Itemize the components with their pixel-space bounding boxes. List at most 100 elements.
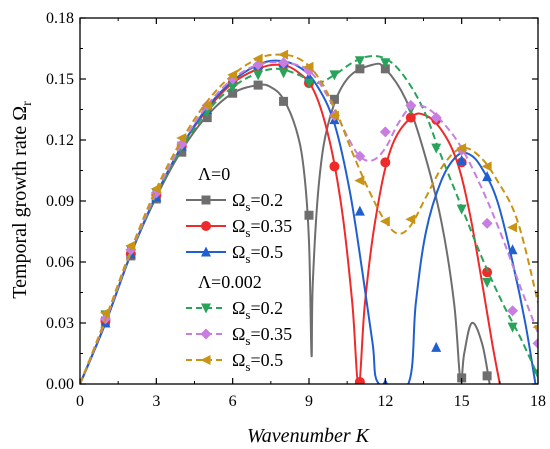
legend-label: Ωs=0.5 [232,242,283,266]
series-point [202,113,212,123]
legend-label-subscript: s [245,225,250,240]
legend-group-title: Λ=0 [198,164,230,184]
legend-group-title: Λ=0.002 [198,272,262,292]
x-tick-label: 0 [76,393,84,410]
series-group [80,49,538,384]
y-axis-title-sub: r [20,101,35,106]
series-point [329,161,340,172]
series-point [252,59,264,71]
series-point [304,210,314,220]
series-point [456,143,467,154]
legend-label-subscript: s [245,251,250,266]
legend-swatch-marker [201,221,211,231]
series-point [482,267,493,278]
series-point [456,204,467,215]
series-point [431,341,442,352]
series-point [532,337,538,349]
series-point [482,371,492,381]
legend-label: Ωs=0.35 [232,324,292,348]
series-point [405,112,416,123]
series-point [328,110,339,121]
legend-label-value: =0.5 [250,350,283,370]
legend-label: Ωs=0.2 [232,298,283,322]
x-tick-label: 12 [377,393,393,410]
plot-area: 0 3 6 9 12 15 18 0.00 0.03 0.06 0.09 0.12 0.15 0.18 Λ=… [46,10,546,410]
legend-item: Ωs=0.35 [186,216,292,240]
series-point [355,64,365,74]
legend-label-symbol: Ω [232,242,245,262]
series-line [80,62,491,384]
series-point [405,214,416,225]
legend-swatch-marker [200,355,211,365]
series-point [456,154,467,165]
series-point [177,147,187,157]
series-point [227,69,238,80]
series-point [329,70,340,81]
series-point [99,307,110,318]
series-point [354,150,366,162]
legend-item: Ωs=0.5 [186,350,283,374]
series-point [279,96,289,106]
legend-label-subscript: s [245,333,250,348]
legend-item: Ωs=0.2 [186,190,283,214]
series-point [253,80,263,90]
series-point [481,161,492,172]
series-point [253,70,264,81]
y-axis-title: Temporal growth rate Ωr [9,101,35,299]
series-point [380,157,391,168]
series-point [228,88,238,98]
legend-label: Ωs=0.2 [232,190,283,214]
series-point [380,58,391,69]
series-point [227,82,238,93]
y-axis-title-main: Temporal growth rate Ω [9,106,31,299]
series-point [278,68,289,79]
series-point [380,64,390,74]
series-point [482,277,493,288]
y-axis-title-group: Temporal growth rate Ωr [9,101,35,299]
legend-label: Ωs=0.35 [232,216,292,240]
series-point [481,217,493,229]
legend-label-symbol: Ω [232,216,245,236]
series-point [431,143,442,154]
series-point [507,322,518,333]
series-line [80,55,538,384]
legend-swatch-marker [200,328,212,340]
series-point [532,324,538,330]
y-tick-label: 0.12 [46,132,74,149]
series-point [507,305,519,317]
series-point [354,56,365,67]
series-point [304,78,314,89]
series-point [405,99,417,111]
series-point [354,376,365,384]
legend-label-value: =0.2 [250,190,283,210]
series-point [533,369,538,380]
series-point [354,205,365,216]
series-point [379,126,391,138]
x-tick-label: 18 [530,393,546,410]
legend: Λ=0Ωs=0.2Ωs=0.35Ωs=0.5Λ=0.002Ωs=0.2Ωs=0.… [186,164,292,374]
series-point [482,171,493,182]
series-point [507,222,518,233]
x-tick-label: 3 [152,393,160,410]
x-tick-label: 9 [305,393,313,410]
y-tick-label: 0.03 [46,315,74,332]
x-tick-label: 15 [454,393,470,410]
y-tick-label: 0.09 [46,193,74,210]
legend-label-value: =0.5 [250,242,283,262]
series-point [303,61,314,72]
legend-label-value: =0.2 [250,298,283,318]
legend-label-symbol: Ω [232,350,245,370]
series-point [354,175,365,186]
legend-item: Ωs=0.2 [186,298,283,322]
legend-label-symbol: Ω [232,298,245,318]
legend-label-subscript: s [245,199,250,214]
series-point [125,240,136,251]
legend-label-value: =0.35 [250,216,292,236]
y-tick-label: 0.18 [46,10,74,27]
y-tick-label: 0.15 [46,71,74,88]
legend-label: Ωs=0.5 [232,350,283,374]
legend-label-subscript: s [245,359,250,374]
legend-swatch-marker [201,246,211,257]
legend-label-symbol: Ω [232,324,245,344]
